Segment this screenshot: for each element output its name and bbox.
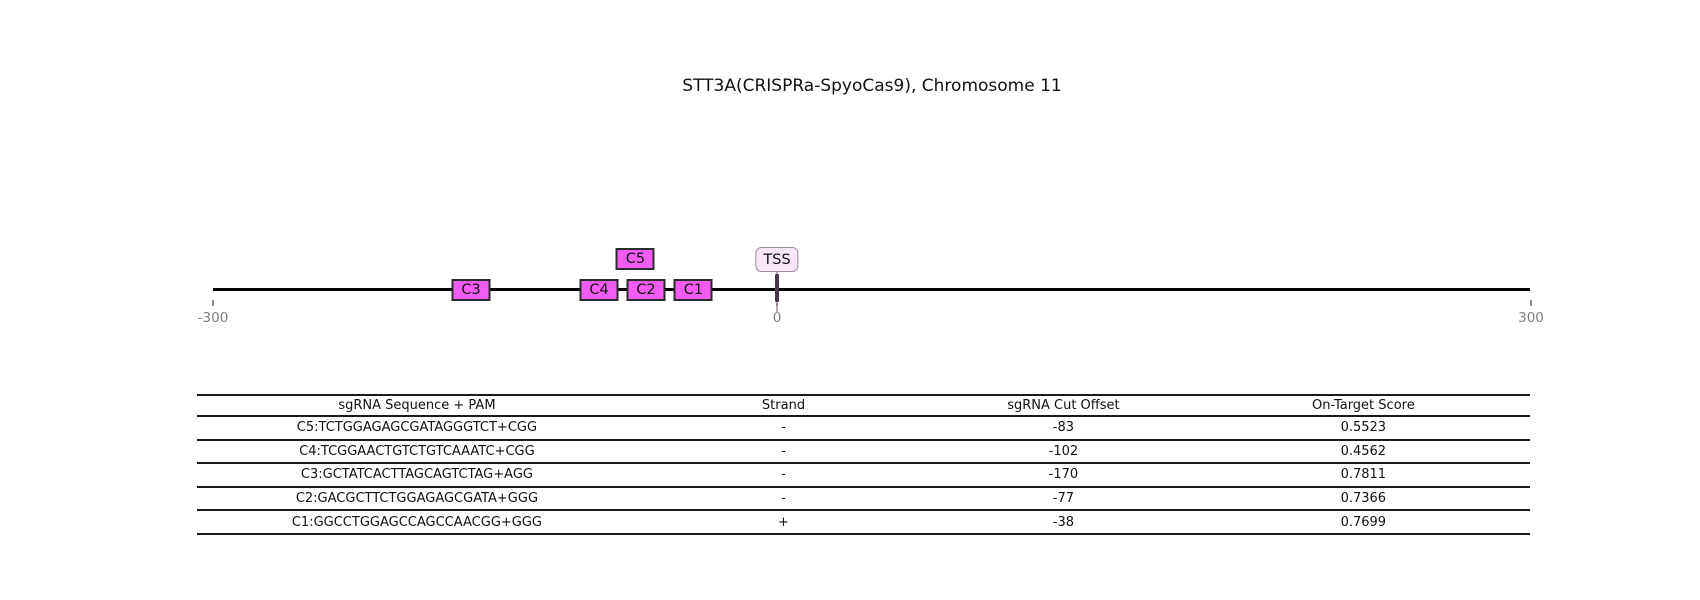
table-cell: 0.7811: [1340, 467, 1387, 483]
table-cell: C2:GACGCTTCTGGAGAGCGATA+GGG: [295, 491, 539, 507]
table-cell: C5:TCTGGAGAGCGATAGGGTCT+CGG: [296, 420, 538, 436]
table-cell: 0.7366: [1340, 491, 1387, 507]
axis-tick-label: 300: [1518, 310, 1544, 326]
table-row: C4:TCGGAACTGTCTGTCAAATC+CGG - -102 0.4562: [197, 441, 1530, 465]
table-cell: C4:TCGGAACTGTCTGTCAAATC+CGG: [299, 443, 535, 459]
table-row: C3:GCTATCACTTAGCAGTCTAG+AGG - -170 0.7811: [197, 464, 1530, 488]
axis-tick-mark: [212, 300, 214, 306]
column-header: On-Target Score: [1311, 398, 1415, 413]
table-cell: -38: [1052, 514, 1075, 530]
axis-tick-label: 0: [772, 310, 782, 326]
table-cell: -: [781, 443, 786, 459]
table-cell: -: [781, 420, 786, 436]
tss-label-box: TSS: [755, 247, 799, 272]
table-cell: -102: [1048, 443, 1079, 459]
table-cell: 0.5523: [1340, 420, 1387, 436]
column-header: Strand: [761, 398, 806, 413]
table-row: C2:GACGCTTCTGGAGAGCGATA+GGG - -77 0.7366: [197, 488, 1530, 512]
table-cell: 0.7699: [1340, 514, 1387, 530]
column-header: sgRNA Cut Offset: [1007, 398, 1120, 413]
axis-tick-label: -300: [197, 310, 229, 326]
table-cell: -77: [1052, 491, 1075, 507]
guide-box-c4: C4: [579, 279, 619, 301]
guide-box-c3: C3: [451, 279, 491, 301]
guide-box-c1: C1: [673, 279, 713, 301]
figure-title: STT3A(CRISPRa-SpyoCas9), Chromosome 11: [682, 76, 1062, 96]
axis-tick-mark: [1530, 300, 1533, 306]
table-cell: C1:GGCCTGGAGCCAGCCAACGG+GGG: [291, 514, 543, 530]
table-cell: -: [781, 491, 786, 507]
table-row: C1:GGCCTGGAGCCAGCCAACGG+GGG + -38 0.7699: [197, 511, 1530, 535]
sgrna-table: sgRNA Sequence + PAM Strand sgRNA Cut Offs…: [197, 394, 1530, 535]
guide-box-c2: C2: [626, 279, 666, 301]
table-cell: -170: [1048, 467, 1079, 483]
table-row: C5:TCTGGAGAGCGATAGGGTCT+CGG - -83 0.5523: [197, 417, 1530, 441]
table-cell: C3:GCTATCACTTAGCAGTCTAG+AGG: [300, 467, 533, 483]
table-cell: 0.4562: [1340, 443, 1387, 459]
genomic-axis-line: [213, 288, 1530, 291]
column-header: sgRNA Sequence + PAM: [338, 398, 496, 413]
table-cell: -83: [1052, 420, 1075, 436]
axis-tick-mark: [776, 300, 779, 306]
table-cell: -: [781, 467, 786, 483]
guide-box-c5: C5: [615, 248, 655, 270]
table-cell: +: [778, 514, 789, 530]
table-header-row: sgRNA Sequence + PAM Strand sgRNA Cut Offs…: [197, 394, 1530, 417]
